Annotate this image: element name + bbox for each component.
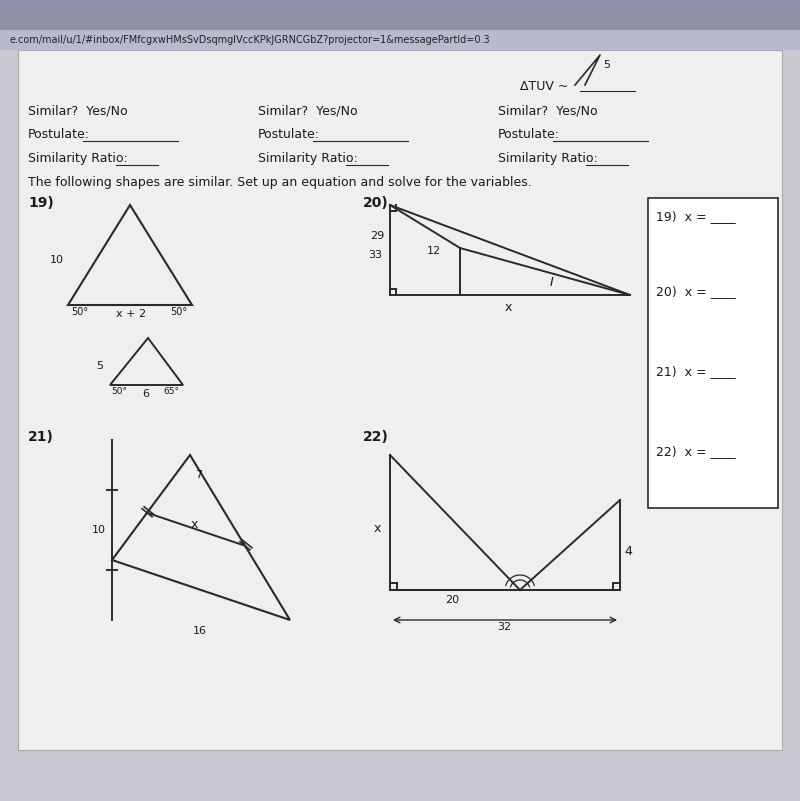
Text: ΔTUV ~: ΔTUV ~ [520,80,568,93]
Bar [0,0,800,30]
Text: 50°: 50° [111,387,127,396]
Text: Similarity Ratio:: Similarity Ratio: [258,152,358,165]
Text: 32: 32 [497,622,511,632]
Text: Similar?  Yes/No: Similar? Yes/No [258,105,358,118]
Text: Postulate:: Postulate: [258,128,320,141]
Text: 20: 20 [445,595,459,605]
Text: 5: 5 [603,60,610,70]
Text: Similarity Ratio:: Similarity Ratio: [28,152,128,165]
Text: 19): 19) [28,196,54,210]
Text: 6: 6 [142,389,149,399]
Text: I: I [550,276,554,289]
Bar [0,30,800,50]
Text: 50°: 50° [71,307,88,317]
Text: 4: 4 [624,545,632,558]
Text: 10: 10 [50,255,64,265]
Text: 65°: 65° [163,387,179,396]
Text: 10: 10 [92,525,106,535]
Text: 33: 33 [368,250,382,260]
Text: 22)  x = ____: 22) x = ____ [656,445,736,458]
Text: Postulate:: Postulate: [498,128,560,141]
Text: e.com/mail/u/1/#inbox/FMfcgxwHMsSvDsqmglVccKPkJGRNCGbZ?projector=1&messagePartId: e.com/mail/u/1/#inbox/FMfcgxwHMsSvDsqmgl… [10,35,490,45]
Text: 12: 12 [427,246,441,256]
Text: Postulate:: Postulate: [28,128,90,141]
Text: 19)  x = ____: 19) x = ____ [656,210,736,223]
Text: 29: 29 [370,231,384,241]
Text: 21): 21) [28,430,54,444]
Bar [18,50,782,750]
Text: 20): 20) [363,196,389,210]
Text: Similar?  Yes/No: Similar? Yes/No [28,105,128,118]
Text: 50°: 50° [170,307,187,317]
Text: 21)  x = ____: 21) x = ____ [656,365,736,378]
Bar [648,198,778,508]
Text: 22): 22) [363,430,389,444]
Text: 20)  x = ____: 20) x = ____ [656,285,736,298]
Text: 16: 16 [193,626,207,636]
Text: x + 2: x + 2 [116,309,146,319]
Text: Similar?  Yes/No: Similar? Yes/No [498,105,598,118]
Text: x: x [505,301,512,314]
Text: x: x [374,522,382,535]
Text: 7: 7 [195,470,202,480]
Text: The following shapes are similar. Set up an equation and solve for the variables: The following shapes are similar. Set up… [28,176,532,189]
Text: Similarity Ratio:: Similarity Ratio: [498,152,598,165]
Text: x: x [191,517,198,531]
Text: 5: 5 [96,361,103,371]
